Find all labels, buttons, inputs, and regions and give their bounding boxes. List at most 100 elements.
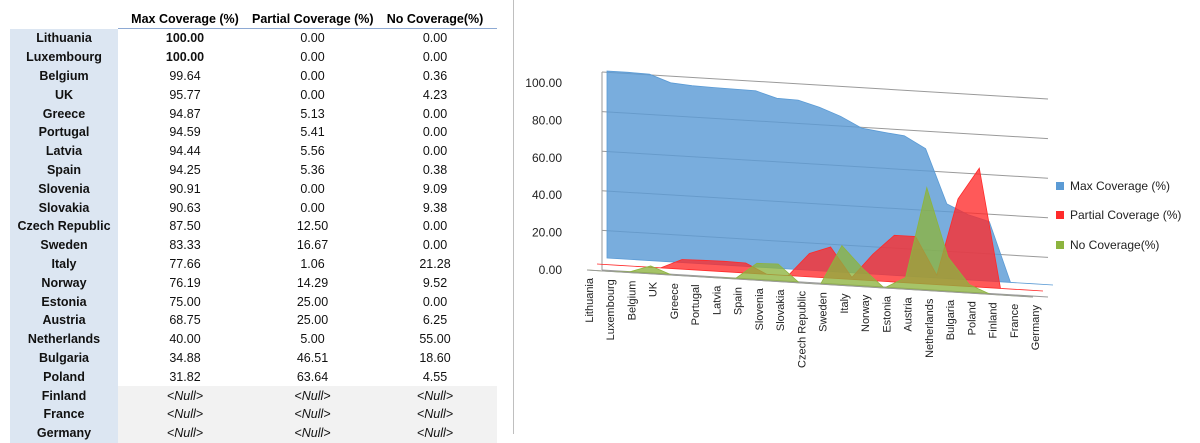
country-cell: France: [10, 404, 118, 424]
header-no-coverage: No Coverage(%): [373, 9, 497, 29]
max-coverage-cell: 94.59: [169, 125, 201, 140]
x-tick-label: Czech Republic: [796, 290, 808, 368]
max-coverage-cell: <Null>: [118, 423, 252, 443]
partial-coverage-cell: 0.00: [300, 68, 325, 83]
x-tick-label: Estonia: [881, 295, 893, 333]
country-cell: Austria: [10, 310, 118, 330]
no-coverage-cell: 6.25: [422, 313, 448, 328]
partial-coverage-cell: 25.00: [296, 313, 329, 328]
table-row: Greece 94.87 5.13 0.00: [10, 104, 497, 123]
gridline: [601, 71, 1049, 100]
legend-label: Max Coverage (%): [1070, 179, 1170, 193]
x-tick-label: Slovenia: [754, 287, 766, 330]
table-row: Latvia 94.44 5.56 0.00: [10, 141, 497, 161]
partial-coverage-cell: 12.50: [296, 219, 329, 234]
no-coverage-cell: 9.09: [422, 181, 448, 196]
no-coverage-cell: 18.60: [419, 350, 451, 365]
y-tick-label: 100.00: [525, 76, 562, 90]
table-row: Poland 31.82 63.64 4.55: [10, 367, 497, 387]
country-cell: Slovakia: [10, 198, 118, 217]
max-coverage-cell: 99.64: [169, 68, 201, 83]
max-coverage-cell: 83.33: [169, 238, 201, 253]
country-cell: Greece: [10, 104, 118, 123]
table-row: Luxembourg 100.00 0.00 0.00: [10, 47, 497, 67]
no-coverage-cell: 0.00: [422, 144, 448, 159]
table-row: Germany <Null> <Null> <Null>: [10, 423, 497, 443]
partial-coverage-cell: 46.51: [296, 350, 329, 365]
no-coverage-cell: 0.00: [422, 294, 448, 309]
partial-coverage-cell: 0.00: [300, 87, 325, 102]
max-coverage-cell: 90.91: [169, 181, 201, 196]
max-coverage-cell: 94.44: [169, 144, 201, 159]
table-row: Netherlands 40.00 5.00 55.00: [10, 329, 497, 349]
no-coverage-cell: 4.55: [422, 369, 448, 384]
country-cell: UK: [10, 85, 118, 105]
x-tick-label: France: [1009, 304, 1021, 338]
country-cell: Latvia: [10, 141, 118, 161]
legend-swatch: [1056, 211, 1064, 219]
table-row: Lithuania 100.00 0.00 0.00: [10, 28, 497, 48]
table-row: Spain 94.25 5.36 0.38: [10, 160, 497, 180]
partial-coverage-cell: 14.29: [296, 275, 329, 290]
no-coverage-cell: 21.28: [419, 256, 451, 271]
country-cell: Luxembourg: [10, 47, 118, 67]
x-tick-label: Luxembourg: [605, 279, 617, 340]
partial-coverage-cell: <Null>: [252, 423, 373, 443]
country-cell: Portugal: [10, 122, 118, 142]
no-coverage-cell: 0.00: [422, 238, 448, 253]
max-coverage-cell: 76.19: [169, 275, 201, 290]
header-max-coverage: Max Coverage (%): [118, 9, 252, 29]
table-row: Slovakia 90.63 0.00 9.38: [10, 198, 497, 217]
max-coverage-cell: 31.82: [169, 369, 201, 384]
max-coverage-cell: 94.87: [169, 106, 201, 121]
x-tick-label: Lithuania: [584, 277, 596, 323]
table-row: Finland <Null> <Null> <Null>: [10, 386, 497, 405]
legend-label: No Coverage(%): [1070, 238, 1159, 252]
max-coverage-cell: 68.75: [169, 313, 201, 328]
max-coverage-cell: 87.50: [169, 219, 201, 234]
table-row: Slovenia 90.91 0.00 9.09: [10, 179, 497, 199]
country-cell: Lithuania: [10, 28, 118, 48]
table-row: Sweden 83.33 16.67 0.00: [10, 235, 497, 255]
partial-coverage-cell: <Null>: [252, 386, 373, 405]
x-tick-label: Bulgaria: [945, 299, 957, 340]
legend-label: Partial Coverage (%): [1070, 208, 1181, 222]
table-row: Austria 68.75 25.00 6.25: [10, 310, 497, 330]
partial-coverage-cell: 5.36: [300, 162, 325, 177]
max-coverage-cell: 100.00: [165, 31, 205, 46]
partial-coverage-cell: 5.13: [300, 106, 325, 121]
table-row: Belgium 99.64 0.00 0.36: [10, 66, 497, 86]
table-row: Norway 76.19 14.29 9.52: [10, 273, 497, 293]
x-tick-label: Portugal: [690, 284, 702, 325]
no-coverage-cell: 0.00: [422, 219, 448, 234]
x-tick-label: UK: [648, 281, 660, 297]
partial-coverage-cell: 0.00: [300, 181, 325, 196]
max-coverage-cell: 90.63: [169, 200, 201, 215]
x-tick-label: Netherlands: [924, 298, 936, 358]
y-tick-label: 60.00: [532, 151, 562, 165]
x-tick-label: Norway: [860, 294, 872, 332]
table-row: France <Null> <Null> <Null>: [10, 404, 497, 424]
x-tick-label: Germany: [1030, 305, 1042, 351]
no-coverage-cell: 0.00: [422, 50, 448, 65]
x-axis-line: [586, 269, 1034, 298]
area-max-coverage: [606, 70, 1054, 286]
x-tick-label: Finland: [988, 302, 1000, 338]
country-cell: Finland: [10, 386, 118, 405]
partial-coverage-cell: 5.56: [300, 144, 325, 159]
country-cell: Czech Republic: [10, 216, 118, 236]
table-header-row: Max Coverage (%) Partial Coverage (%) No…: [10, 9, 497, 29]
max-coverage-cell: 34.88: [169, 350, 201, 365]
country-cell: Belgium: [10, 66, 118, 86]
y-tick-label: 40.00: [532, 188, 562, 202]
header-corner: [10, 9, 118, 29]
partial-coverage-cell: 5.00: [300, 332, 325, 347]
country-cell: Poland: [10, 367, 118, 387]
no-coverage-cell: 9.52: [422, 275, 448, 290]
partial-coverage-cell: 63.64: [296, 369, 329, 384]
country-cell: Italy: [10, 254, 118, 274]
coverage-table: Max Coverage (%) Partial Coverage (%) No…: [10, 9, 497, 443]
no-coverage-cell: 0.00: [422, 125, 448, 140]
x-tick-label: Greece: [669, 283, 681, 319]
table-row: Czech Republic 87.50 12.50 0.00: [10, 216, 497, 236]
